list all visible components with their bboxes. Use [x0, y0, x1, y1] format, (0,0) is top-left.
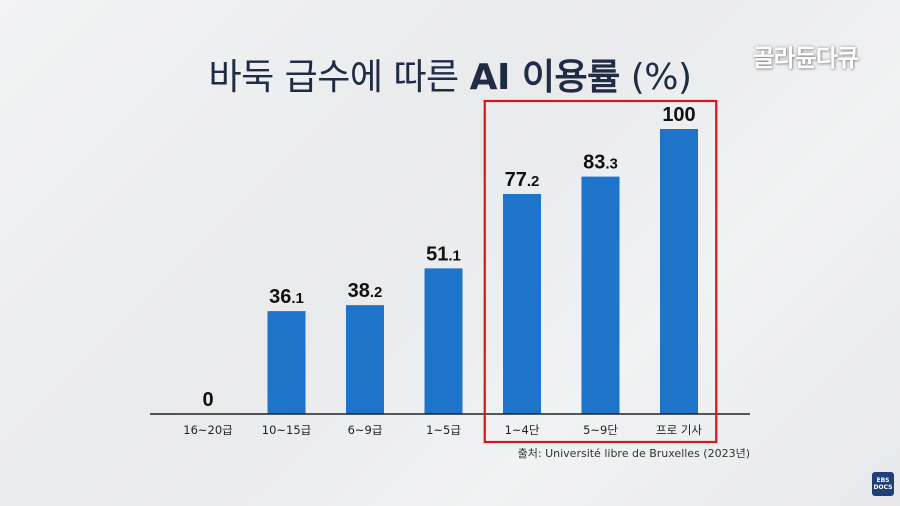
category-label: 16~20급 [183, 423, 232, 437]
data-label: 38.2 [348, 280, 383, 302]
logo-line2: DOCS [873, 484, 893, 491]
bar [581, 176, 620, 414]
data-label: 77.2 [505, 169, 540, 191]
data-label-decimal: .1 [291, 290, 304, 307]
data-label-decimal: .3 [605, 156, 618, 173]
bar [424, 268, 463, 414]
data-label-main: 36 [269, 286, 291, 308]
bar [346, 305, 384, 414]
data-label-main: 38 [348, 280, 370, 302]
category-label: 프로 기사 [656, 423, 702, 437]
data-label-decimal: .2 [527, 173, 540, 190]
source-note: 출처: Université libre de Bruxelles (2023년… [517, 447, 750, 460]
data-label: 0 [202, 389, 213, 411]
chart-title: 바둑 급수에 따른 AI 이용률 (%) [0, 48, 900, 100]
data-label: 83.3 [583, 152, 618, 174]
category-label: 5~9단 [583, 423, 618, 437]
data-label-main: 77 [505, 169, 527, 191]
category-label: 6~9급 [348, 423, 383, 437]
ebs-docs-logo: EBS DOCS [872, 472, 894, 496]
data-label: 36.1 [269, 286, 304, 308]
data-label-decimal: .2 [370, 284, 383, 301]
data-label-main: 0 [202, 389, 213, 411]
bar [660, 129, 698, 414]
category-label: 1~5급 [426, 423, 461, 437]
category-label: 1~4단 [505, 423, 540, 437]
data-label-main: 100 [662, 104, 695, 126]
data-label-main: 51 [426, 243, 448, 265]
data-label-decimal: .1 [448, 247, 461, 264]
logo-line1: EBS [876, 477, 890, 484]
title-bold: AI 이용률 [469, 57, 621, 98]
title-unit: (%) [619, 57, 692, 98]
data-label-main: 83 [583, 152, 605, 174]
category-label: 10~15급 [262, 423, 311, 437]
bar [267, 311, 306, 414]
channel-logo: 골라듄다큐 [752, 44, 859, 72]
data-label: 100 [662, 104, 695, 126]
highlight-box [483, 99, 718, 444]
bar [503, 193, 541, 414]
data-label: 51.1 [426, 243, 461, 265]
title-normal: 바둑 급수에 따른 [208, 57, 470, 98]
